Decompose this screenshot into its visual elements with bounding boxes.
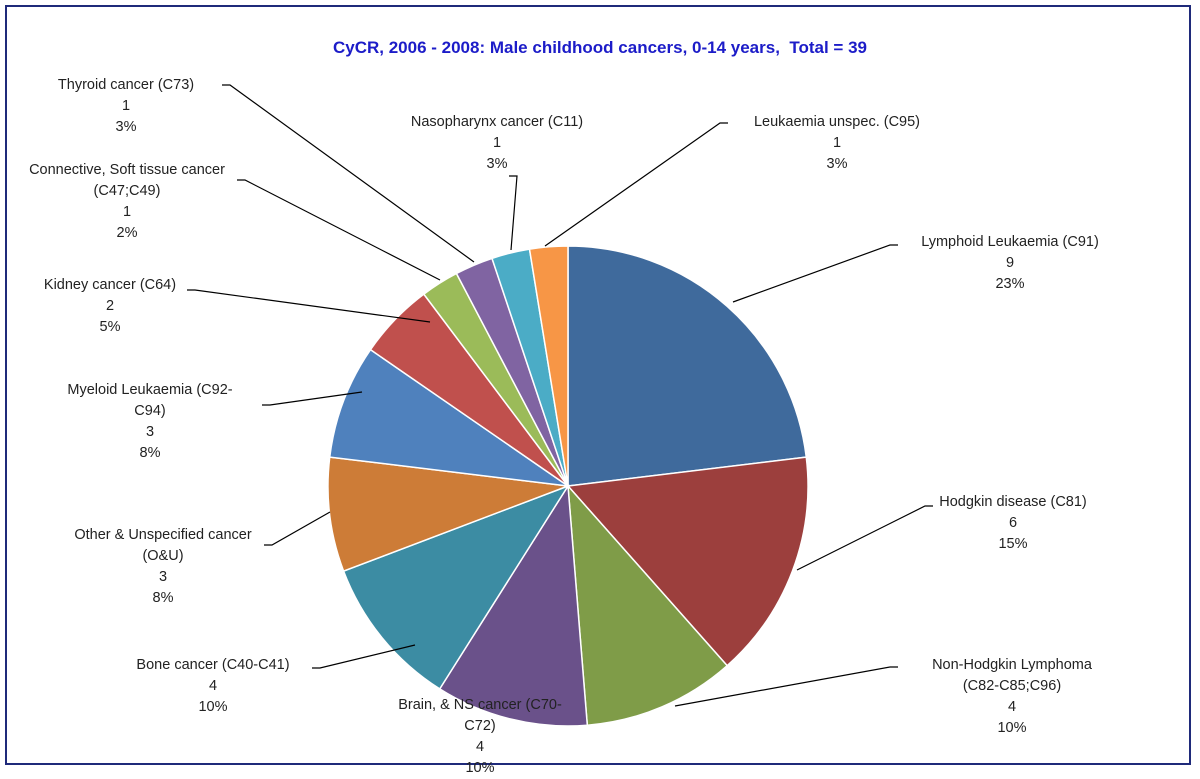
data-label: Other & Unspecified cancer (O&U) 3 8% (73, 525, 253, 609)
label-name: Leukaemia unspec. (C95) (753, 114, 921, 130)
label-name: Other & Unspecified cancer (O&U) (74, 527, 252, 564)
label-percent: 5% (99, 319, 121, 335)
label-percent: 10% (465, 760, 495, 776)
label-name: Brain, & NS cancer (C70-C72) (398, 697, 562, 734)
leader-line (222, 84, 475, 263)
label-percent: 3% (115, 119, 137, 135)
data-label: Thyroid cancer (C73) 1 3% (26, 75, 226, 138)
label-name: Myeloid Leukaemia (C92-C94) (67, 382, 233, 419)
data-label: Bone cancer (C40-C41) 4 10% (88, 655, 338, 718)
page: CyCR, 2006 - 2008: Male childhood cancer… (0, 5, 1191, 776)
label-value: 4 (208, 678, 218, 694)
data-label: Non-Hodgkin Lymphoma (C82-C85;C96) 4 10% (922, 655, 1102, 739)
leader-line (544, 122, 728, 247)
chart (187, 84, 933, 727)
label-name: Connective, Soft tissue cancer (C47;C49) (29, 162, 225, 199)
leader-line (237, 179, 441, 281)
pie-slice (567, 245, 808, 487)
label-percent: 8% (139, 445, 161, 461)
label-name: Nasopharynx cancer (C11) (410, 114, 584, 130)
label-percent: 15% (998, 536, 1028, 552)
label-percent: 3% (486, 156, 508, 172)
label-value: 1 (121, 98, 131, 114)
pie-slice (327, 456, 569, 573)
chart-title: CyCR, 2006 - 2008: Male childhood cancer… (332, 38, 867, 57)
pie-slice (342, 484, 570, 690)
leader-line (312, 644, 416, 669)
data-label: Brain, & NS cancer (C70-C72) 4 10% (390, 695, 570, 779)
leader-line (262, 391, 363, 406)
pie-slice (528, 245, 569, 487)
label-percent: 23% (995, 276, 1025, 292)
leader-line (187, 289, 431, 323)
label-value: 9 (1005, 255, 1015, 271)
data-label: Connective, Soft tissue cancer (C47;C49)… (27, 160, 227, 244)
label-name: Bone cancer (C40-C41) (136, 657, 290, 673)
data-label: Nasopharynx cancer (C11) 1 3% (372, 112, 622, 175)
label-value: 2 (105, 298, 115, 314)
label-value: 4 (1007, 699, 1017, 715)
data-label: Myeloid Leukaemia (C92-C94) 3 8% (55, 380, 245, 464)
leader-line (674, 666, 898, 707)
label-percent: 10% (997, 720, 1027, 736)
label-value: 1 (832, 135, 842, 151)
label-percent: 3% (826, 156, 848, 172)
data-label: Kidney cancer (C64) 2 5% (0, 275, 225, 338)
label-percent: 8% (152, 590, 174, 606)
label-value: 3 (158, 569, 168, 585)
label-value: 6 (1008, 515, 1018, 531)
data-label: Hodgkin disease (C81) 6 15% (903, 492, 1123, 555)
pie-slice (438, 483, 589, 727)
leader-line (732, 244, 898, 303)
data-label: Lymphoid Leukaemia (C91) 9 23% (885, 232, 1135, 295)
pie-slice (566, 456, 809, 667)
label-percent: 2% (116, 225, 138, 241)
label-value: 1 (122, 204, 132, 220)
label-name: Non-Hodgkin Lymphoma (C82-C85;C96) (932, 657, 1092, 694)
data-label: Leukaemia unspec. (C95) 1 3% (712, 112, 962, 175)
leader-line (509, 175, 518, 251)
label-percent: 10% (198, 699, 228, 715)
label-value: 1 (492, 135, 502, 151)
leader-line (264, 511, 331, 546)
leader-line (796, 505, 933, 571)
label-value: 3 (145, 424, 155, 440)
pie-slice (328, 348, 569, 487)
pie-slice (567, 483, 729, 727)
label-name: Lymphoid Leukaemia (C91) (921, 234, 1099, 250)
label-value: 4 (475, 739, 485, 755)
label-name: Hodgkin disease (C81) (939, 494, 1087, 510)
label-name: Thyroid cancer (C73) (57, 77, 195, 93)
label-name: Kidney cancer (C64) (43, 277, 177, 293)
